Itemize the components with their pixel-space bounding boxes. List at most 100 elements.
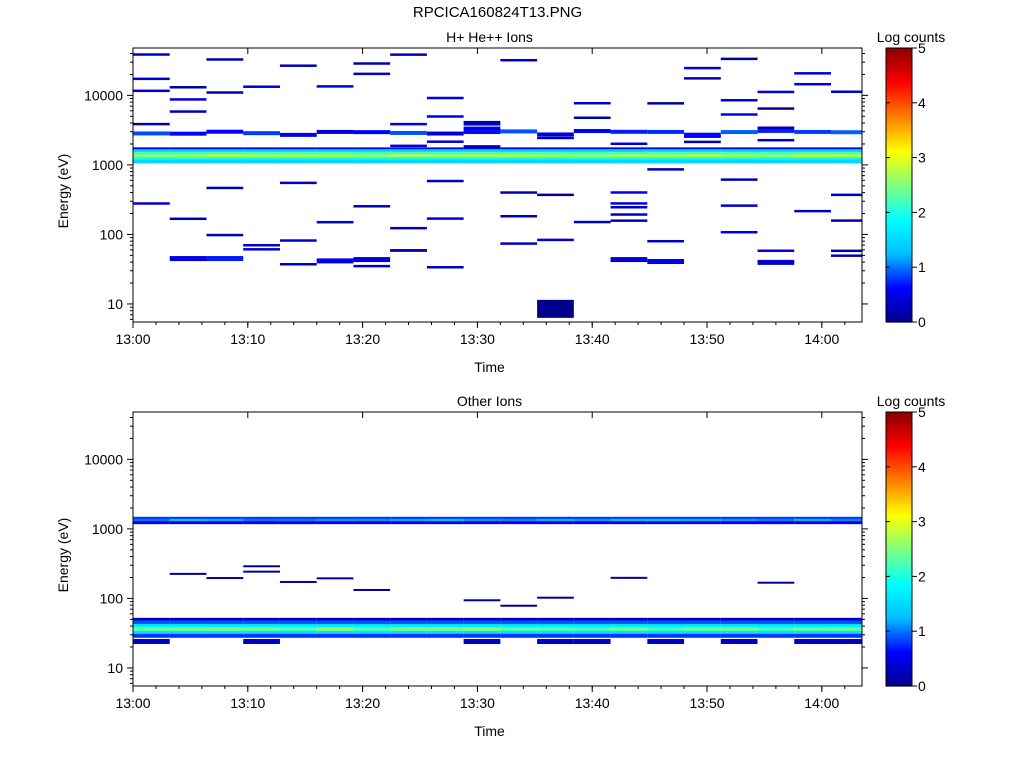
colorbar-segment [886, 210, 912, 213]
colorbar-segment [886, 471, 912, 475]
colorbar-segment [886, 441, 912, 445]
spectrogram-bin [647, 154, 685, 159]
spectrogram-bin [390, 633, 427, 638]
spectrogram-bin [500, 630, 538, 635]
colorbar-segment [886, 667, 912, 671]
colorbar-segment [886, 219, 912, 223]
spectrogram-bin [684, 633, 721, 638]
spectrogram-bin [831, 156, 862, 161]
spectrogram-bin [757, 617, 795, 621]
colorbar-segment [886, 223, 912, 227]
colorbar-segment [886, 162, 912, 166]
spectrogram-bin [610, 149, 648, 154]
spectrogram-bin [463, 145, 501, 148]
spectrogram-bin [353, 149, 391, 154]
spectrogram-bin [757, 156, 795, 161]
spectrogram-bin [647, 156, 685, 161]
colorbar-segment [886, 679, 912, 683]
x-tick-label: 13:00 [115, 331, 150, 347]
spectrogram-bin [757, 90, 795, 94]
spectrogram-bin [573, 518, 611, 522]
spectrogram-bin [684, 149, 721, 154]
spectrogram-bin [279, 516, 317, 520]
spectrogram-bin [279, 630, 317, 635]
spectrogram-bin [463, 599, 501, 602]
spectrogram-bin [500, 624, 538, 629]
colorbar-segment [886, 255, 912, 259]
colorbar-segment [886, 292, 912, 296]
spectrogram-bin [794, 209, 832, 213]
spectrogram-bin [757, 126, 795, 129]
colorbar-segment [886, 421, 912, 425]
spectrogram-bin [573, 220, 611, 224]
spectrogram-bin [537, 299, 574, 318]
spectrogram-bin [316, 624, 354, 629]
colorbar-segment [886, 205, 912, 209]
spectrogram-bin [573, 630, 611, 635]
spectrogram-bin [757, 151, 795, 156]
spectrogram-bin [757, 154, 795, 159]
spectrogram-bin [720, 518, 758, 522]
colorbar-segment [886, 496, 912, 500]
plot-frame [132, 411, 863, 687]
colorbar-segment [886, 102, 912, 106]
spectrogram-bin [169, 617, 207, 621]
panel-title: Other Ions [457, 393, 522, 409]
spectrogram-bin [206, 633, 244, 638]
colorbar-segment [886, 596, 912, 600]
spectrogram-bin [316, 151, 354, 156]
spectrogram-bin [353, 156, 391, 161]
colorbar-segment [886, 489, 912, 493]
colorbar-segment [886, 242, 912, 245]
spectrogram-bin [133, 89, 170, 93]
spectrogram-bin [573, 620, 611, 625]
spectrogram-bin [243, 521, 280, 525]
spectrogram-bin [610, 576, 648, 579]
colorbar-segment [886, 606, 912, 609]
spectrogram-bin [426, 147, 464, 151]
spectrogram-bin [316, 85, 354, 88]
colorbar-segment [886, 498, 912, 502]
colorbar-segment [886, 576, 912, 580]
colorbar-segment [886, 198, 912, 202]
colorbar-segment [886, 269, 912, 273]
colorbar-segment [886, 148, 912, 152]
spectrogram-bin [390, 156, 427, 161]
spectrogram-bin [169, 156, 207, 161]
colorbar-segment [886, 93, 912, 97]
spectrogram-bin [684, 77, 721, 80]
spectrogram-bin [316, 516, 354, 520]
spectrogram-bin [500, 627, 538, 632]
colorbar-tick-label: 4 [918, 459, 926, 475]
spectrogram-bin [463, 126, 501, 130]
spectrogram-bin [169, 154, 207, 159]
spectrogram-bin [647, 620, 685, 625]
spectrogram-bin [684, 624, 721, 629]
spectrogram-bin [279, 627, 317, 632]
colorbar-segment [886, 558, 912, 562]
spectrogram-bin [831, 630, 862, 635]
spectrogram-bin [426, 159, 464, 164]
spectrogram-bin [169, 86, 207, 89]
colorbar-segment [886, 601, 912, 605]
spectrogram-bin [463, 630, 501, 635]
plot-area [133, 53, 862, 318]
colorbar-segment [886, 59, 912, 63]
spectrogram-bin [720, 630, 758, 635]
spectrogram-bin [794, 147, 832, 151]
spectrogram-bin [353, 630, 391, 635]
spectrogram-bin [537, 156, 574, 161]
colorbar-segment [886, 450, 912, 454]
colorbar-segment [886, 553, 912, 557]
spectrogram-bin [500, 58, 538, 62]
spectrogram-bin [610, 521, 648, 525]
spectrogram-bin [537, 521, 574, 525]
spectrogram-bin [279, 518, 317, 522]
x-tick-label: 13:20 [345, 331, 380, 347]
colorbar-tick-label: 5 [918, 404, 926, 420]
spectrogram-bin [573, 516, 611, 520]
colorbar-segment [886, 494, 912, 498]
spectrogram-bin [426, 518, 464, 522]
colorbar-segment [886, 109, 912, 113]
spectrogram-bin [316, 518, 354, 522]
